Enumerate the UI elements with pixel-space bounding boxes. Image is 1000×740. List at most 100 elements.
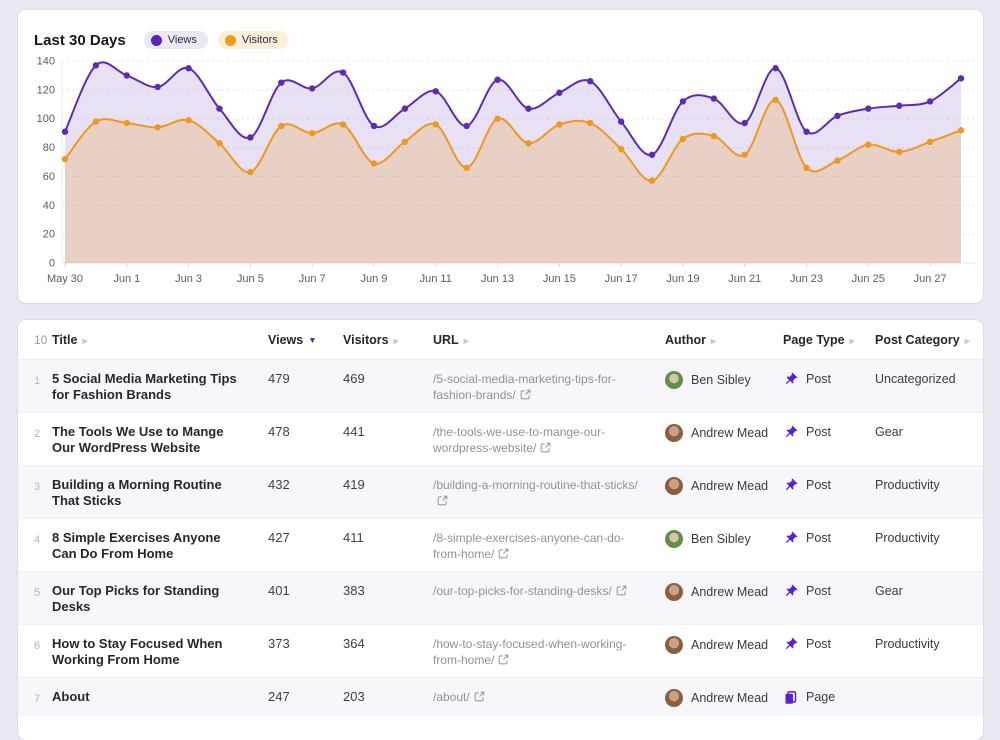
author-avatar	[665, 530, 683, 548]
row-number: 4	[34, 534, 41, 546]
author-cell: Andrew Mead	[665, 625, 783, 663]
post-url-link[interactable]: /our-top-picks-for-standing-desks/	[433, 584, 627, 598]
sort-chevron-icon: ▸	[964, 335, 970, 347]
views-count: 373	[268, 636, 290, 651]
post-title: Building a Morning Routine That Sticks	[52, 477, 222, 508]
post-title: Our Top Picks for Standing Desks	[52, 583, 220, 614]
table-row: 2 The Tools We Use to Mange Our WordPress…	[18, 412, 983, 465]
table-body: 1 5 Social Media Marketing Tips for Fashi…	[18, 360, 983, 716]
row-number: 7	[34, 693, 41, 705]
visitors-count: 203	[343, 689, 365, 704]
post-category: Uncategorized	[875, 372, 956, 386]
svg-text:Jun 25: Jun 25	[852, 273, 885, 285]
column-label: Visitors	[343, 332, 389, 347]
table-header-row: 10 Title ▸ Views ▼ Visitors ▸ URL ▸ Author ▸ Page …	[18, 320, 983, 360]
column-header-views[interactable]: Views ▼	[268, 333, 343, 347]
chart-title: Last 30 Days	[34, 31, 126, 49]
svg-text:Jun 5: Jun 5	[237, 273, 264, 285]
views-count: 247	[268, 689, 290, 704]
external-link-icon	[541, 442, 551, 453]
external-link-icon	[474, 691, 485, 702]
pushpin-icon	[786, 478, 798, 490]
author-name: Ben Sibley	[691, 532, 751, 546]
row-number: 2	[34, 428, 41, 440]
visitors-legend-dot-icon	[224, 34, 236, 46]
page-type-cell: Post	[783, 466, 875, 502]
page-type-cell: Post	[783, 413, 875, 449]
views-count: 478	[268, 424, 290, 439]
svg-text:Jun 15: Jun 15	[543, 273, 576, 285]
top-content-table-card: 10 Title ▸ Views ▼ Visitors ▸ URL ▸ Author ▸ Page …	[18, 320, 983, 740]
page-type-cell: Page	[783, 678, 875, 714]
svg-text:20: 20	[43, 229, 55, 241]
column-header-url[interactable]: URL ▸	[433, 333, 665, 347]
row-number: 6	[34, 640, 41, 652]
column-header-type[interactable]: Page Type ▸	[783, 333, 875, 347]
post-url-link[interactable]: /8-simple-exercises-anyone-can-do-from-h…	[433, 531, 625, 561]
legend-views-label: Views	[167, 34, 197, 46]
author-avatar	[665, 636, 683, 654]
author-cell: Andrew Mead	[665, 572, 783, 610]
legend-pill-visitors[interactable]: Visitors	[217, 31, 289, 49]
author-avatar	[665, 477, 683, 495]
url-cell: /about/	[433, 678, 665, 714]
page-type-label: Post	[806, 584, 832, 598]
svg-text:Jun 27: Jun 27	[914, 273, 947, 285]
svg-text:40: 40	[43, 200, 55, 212]
svg-text:Jun 3: Jun 3	[175, 273, 202, 285]
post-category: Productivity	[875, 637, 940, 651]
post-url-link[interactable]: /building-a-morning-routine-that-sticks/	[433, 478, 638, 508]
url-cell: /building-a-morning-routine-that-sticks/	[433, 466, 665, 518]
author-avatar	[665, 424, 683, 442]
table-row: 4 8 Simple Exercises Anyone Can Do From H…	[18, 518, 983, 571]
post-title: How to Stay Focused When Working From Ho…	[52, 636, 223, 667]
page-type-label: Post	[806, 531, 832, 545]
post-url-link[interactable]: /5-social-media-marketing-tips-for-fashi…	[433, 372, 616, 402]
author-cell: Andrew Mead	[665, 413, 783, 451]
external-link-icon	[498, 654, 509, 665]
post-url-link[interactable]: /about/	[433, 690, 485, 704]
external-link-icon	[616, 585, 627, 596]
visitors-count: 411	[343, 530, 364, 545]
views-visitors-area-chart[interactable]: 0 20 40 60 80 100 120 140 May 30 Jun 1 Jun 3 Jun 5 J…	[18, 55, 983, 303]
sort-chevron-icon: ▸	[393, 335, 399, 347]
author-name: Ben Sibley	[691, 373, 751, 387]
legend-pill-views[interactable]: Views	[143, 31, 208, 49]
svg-text:Jun 17: Jun 17	[605, 273, 638, 285]
post-title: About	[52, 689, 90, 704]
column-header-visitors[interactable]: Visitors ▸	[343, 333, 433, 347]
post-url-link[interactable]: /the-tools-we-use-to-mange-our-wordpress…	[433, 425, 606, 455]
svg-text:Jun 23: Jun 23	[790, 273, 823, 285]
author-name: Andrew Mead	[691, 691, 769, 705]
sort-chevron-icon: ▸	[849, 335, 855, 347]
author-avatar	[665, 371, 683, 389]
table-row: 7 About 247 203/about/Andrew Mead Page	[18, 677, 983, 716]
svg-text:May 30: May 30	[47, 273, 83, 285]
pushpin-icon	[786, 531, 798, 543]
column-header-author[interactable]: Author ▸	[665, 333, 783, 347]
column-label: URL	[433, 332, 459, 347]
table-row: 5 Our Top Picks for Standing Desks 401 383 /…	[18, 571, 983, 624]
url-cell: /8-simple-exercises-anyone-can-do-from-h…	[433, 519, 665, 571]
column-label: Views	[268, 332, 304, 347]
post-category: Productivity	[875, 478, 940, 492]
row-number: 5	[34, 587, 41, 599]
author-name: Andrew Mead	[691, 638, 769, 652]
page-size-label: 10	[34, 332, 48, 347]
chart-header: Last 30 Days Views Visitors	[18, 10, 983, 55]
svg-text:Jun 21: Jun 21	[728, 273, 761, 285]
author-avatar	[665, 689, 683, 707]
author-cell: Ben Sibley	[665, 519, 783, 557]
column-header-category[interactable]: Post Category ▸	[875, 333, 983, 347]
analytics-chart-card: Last 30 Days Views Visitors 0 20 40 60 80 100…	[18, 10, 983, 303]
column-header-title[interactable]: Title ▸	[52, 333, 268, 347]
visitors-count: 364	[343, 636, 365, 651]
post-category: Gear	[875, 584, 903, 598]
post-title: 5 Social Media Marketing Tips for Fashio…	[52, 371, 237, 402]
views-count: 401	[268, 583, 290, 598]
column-label: Page Type	[783, 332, 845, 347]
external-link-icon	[437, 495, 448, 506]
author-cell: Andrew Mead	[665, 678, 783, 716]
url-cell: /the-tools-we-use-to-mange-our-wordpress…	[433, 413, 665, 465]
post-url-link[interactable]: /how-to-stay-focused-when-working-from-h…	[433, 637, 627, 667]
